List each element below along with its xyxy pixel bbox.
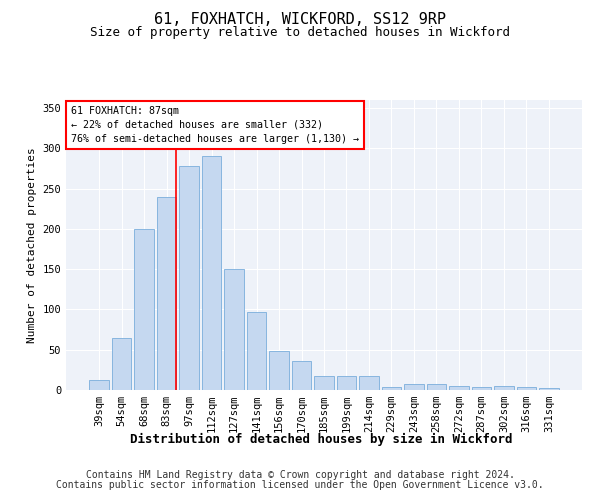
Bar — [247, 312, 266, 390]
Y-axis label: Number of detached properties: Number of detached properties — [27, 147, 37, 343]
Bar — [179, 166, 199, 390]
Bar — [134, 229, 154, 390]
Bar — [202, 156, 221, 390]
Bar — [89, 380, 109, 390]
Bar — [314, 376, 334, 390]
Bar — [269, 350, 289, 390]
Bar — [517, 387, 536, 390]
Bar — [427, 384, 446, 390]
Bar — [337, 376, 356, 390]
Bar — [292, 361, 311, 390]
Bar — [494, 386, 514, 390]
Bar — [539, 388, 559, 390]
Bar — [224, 269, 244, 390]
Bar — [157, 196, 176, 390]
Bar — [382, 387, 401, 390]
Text: Distribution of detached houses by size in Wickford: Distribution of detached houses by size … — [130, 432, 512, 446]
Text: 61 FOXHATCH: 87sqm
← 22% of detached houses are smaller (332)
76% of semi-detach: 61 FOXHATCH: 87sqm ← 22% of detached hou… — [71, 106, 359, 144]
Bar — [112, 338, 131, 390]
Text: Size of property relative to detached houses in Wickford: Size of property relative to detached ho… — [90, 26, 510, 39]
Text: 61, FOXHATCH, WICKFORD, SS12 9RP: 61, FOXHATCH, WICKFORD, SS12 9RP — [154, 12, 446, 28]
Bar — [404, 384, 424, 390]
Bar — [472, 387, 491, 390]
Text: Contains public sector information licensed under the Open Government Licence v3: Contains public sector information licen… — [56, 480, 544, 490]
Bar — [359, 376, 379, 390]
Text: Contains HM Land Registry data © Crown copyright and database right 2024.: Contains HM Land Registry data © Crown c… — [86, 470, 514, 480]
Bar — [449, 386, 469, 390]
